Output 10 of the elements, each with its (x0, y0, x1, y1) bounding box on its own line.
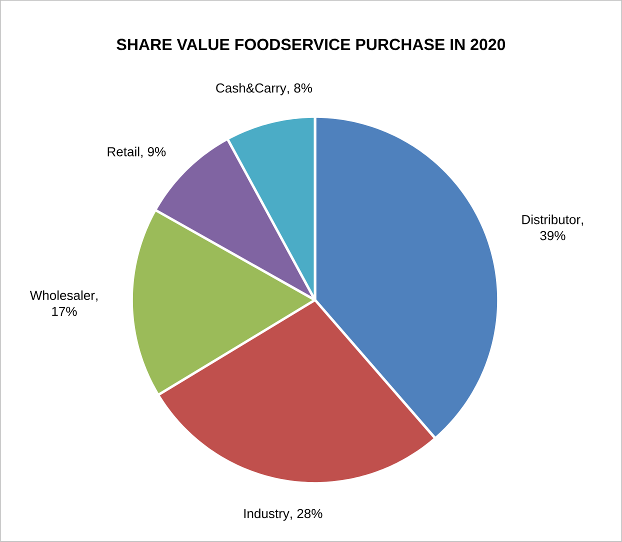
slice-label: Distributor (522, 214, 580, 224)
data-label: , 8% (288, 83, 312, 94)
data-label: , 28% (290, 509, 322, 520)
data-label: , 9% (141, 147, 166, 158)
slice-label: Cash&Carry (216, 83, 286, 96)
slice-label: Industry (244, 508, 290, 521)
slice-label: Wholesaler (30, 290, 95, 300)
chart-title: SHARE VALUE FOODSERVICE PURCHASE IN 2020 (116, 38, 506, 50)
slice-label: Retail (108, 146, 140, 156)
text: , 17% (52, 298, 98, 316)
